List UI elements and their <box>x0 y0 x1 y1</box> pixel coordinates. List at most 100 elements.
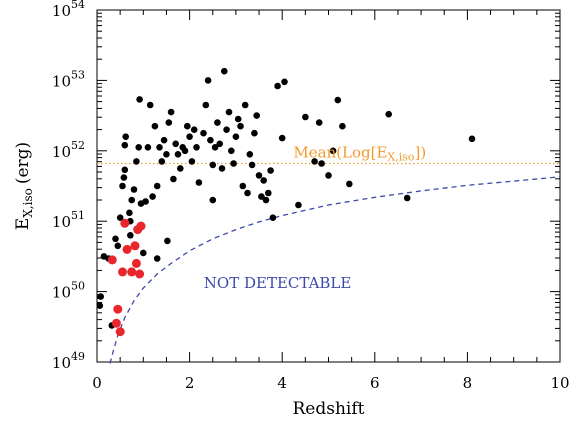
black-point <box>329 147 337 155</box>
x-tick-label: 10 <box>550 374 569 392</box>
black-point <box>223 126 230 133</box>
black-point <box>274 82 281 90</box>
red-point <box>127 267 137 277</box>
black-point <box>468 135 476 143</box>
black-point <box>188 158 196 165</box>
black-point <box>156 144 163 151</box>
black-point <box>130 186 138 193</box>
black-point <box>135 144 142 151</box>
black-point <box>160 136 168 144</box>
black-point <box>216 140 223 148</box>
plot-frame <box>96 9 561 363</box>
red-point <box>120 218 130 228</box>
tick-labels: 0 2 4 6 8 10 1049 1050 1051 1052 1053 1054 <box>52 0 570 392</box>
black-point <box>260 177 268 184</box>
black-point <box>158 158 166 165</box>
red-point <box>111 318 121 328</box>
black-point <box>255 172 263 179</box>
detection-limit-curve <box>109 176 561 364</box>
black-point <box>214 119 221 126</box>
not-detectable-label: NOT DETECTABLE <box>204 274 352 292</box>
black-point <box>302 113 309 121</box>
black-point <box>116 214 124 221</box>
red-point <box>118 267 127 277</box>
black-point <box>315 119 323 126</box>
black-point <box>221 67 228 75</box>
black-point <box>153 255 161 262</box>
y-tick-label: 1049 <box>52 350 85 372</box>
black-point <box>248 161 256 169</box>
y-axis-title: EX,iso(erg) <box>13 142 35 230</box>
x-tick-label: 4 <box>277 374 287 392</box>
black-point <box>128 196 135 204</box>
black-point <box>246 151 254 158</box>
x-tick-label: 0 <box>92 374 102 392</box>
black-point <box>267 167 274 174</box>
black-point <box>112 235 119 243</box>
black-point <box>149 193 156 200</box>
red-point <box>107 255 117 265</box>
black-point <box>209 161 217 169</box>
y-tick-label: 1051 <box>52 209 85 231</box>
black-point <box>120 174 128 181</box>
black-point <box>262 196 270 204</box>
black-point <box>177 165 184 172</box>
black-point <box>126 209 133 217</box>
black-point <box>403 194 411 202</box>
black-point <box>237 122 244 130</box>
x-tick-label: 8 <box>463 374 473 392</box>
black-point <box>127 232 134 239</box>
black-point <box>295 201 302 209</box>
black-point <box>142 198 149 205</box>
black-point <box>119 182 126 190</box>
black-point <box>174 151 182 158</box>
black-point <box>184 122 191 130</box>
black-point <box>251 129 258 137</box>
x-axis-title: Redshift <box>293 399 365 419</box>
red-point <box>115 327 125 337</box>
black-point <box>195 179 203 186</box>
black-point <box>339 122 346 130</box>
black-point <box>165 119 173 126</box>
black-point <box>269 214 277 221</box>
black-point <box>163 151 170 158</box>
y-tick-label: 1052 <box>52 139 85 161</box>
black-point <box>207 136 214 144</box>
y-tick-label: 1053 <box>52 68 85 90</box>
red-point <box>135 269 145 279</box>
black-point <box>190 126 198 133</box>
red-point <box>113 304 123 314</box>
black-point <box>228 147 235 155</box>
black-point <box>346 180 353 188</box>
black-point <box>172 140 179 148</box>
axis-ticks <box>96 9 561 363</box>
black-point <box>318 160 325 167</box>
black-point <box>265 189 272 197</box>
black-point <box>244 189 251 197</box>
black-point <box>133 158 140 165</box>
black-point <box>325 172 332 179</box>
black-point <box>241 101 249 109</box>
x-tick-label: 6 <box>370 374 380 392</box>
black-point <box>97 293 104 300</box>
black-point <box>278 134 286 142</box>
black-point <box>311 158 318 165</box>
black-point <box>121 141 129 149</box>
black-point <box>385 110 393 118</box>
black-point <box>96 302 104 310</box>
x-tick-label: 2 <box>185 374 195 392</box>
data-points <box>96 67 476 337</box>
black-point <box>281 78 288 86</box>
red-point <box>131 258 141 268</box>
black-point <box>167 108 175 116</box>
black-point <box>151 122 159 130</box>
black-point <box>225 108 233 116</box>
y-tick-label: 1054 <box>52 0 85 20</box>
black-point <box>186 133 193 140</box>
black-point <box>144 144 152 151</box>
y-tick-label: 1050 <box>52 280 85 302</box>
black-point <box>164 237 171 245</box>
black-point <box>258 193 265 200</box>
black-point <box>136 96 143 103</box>
